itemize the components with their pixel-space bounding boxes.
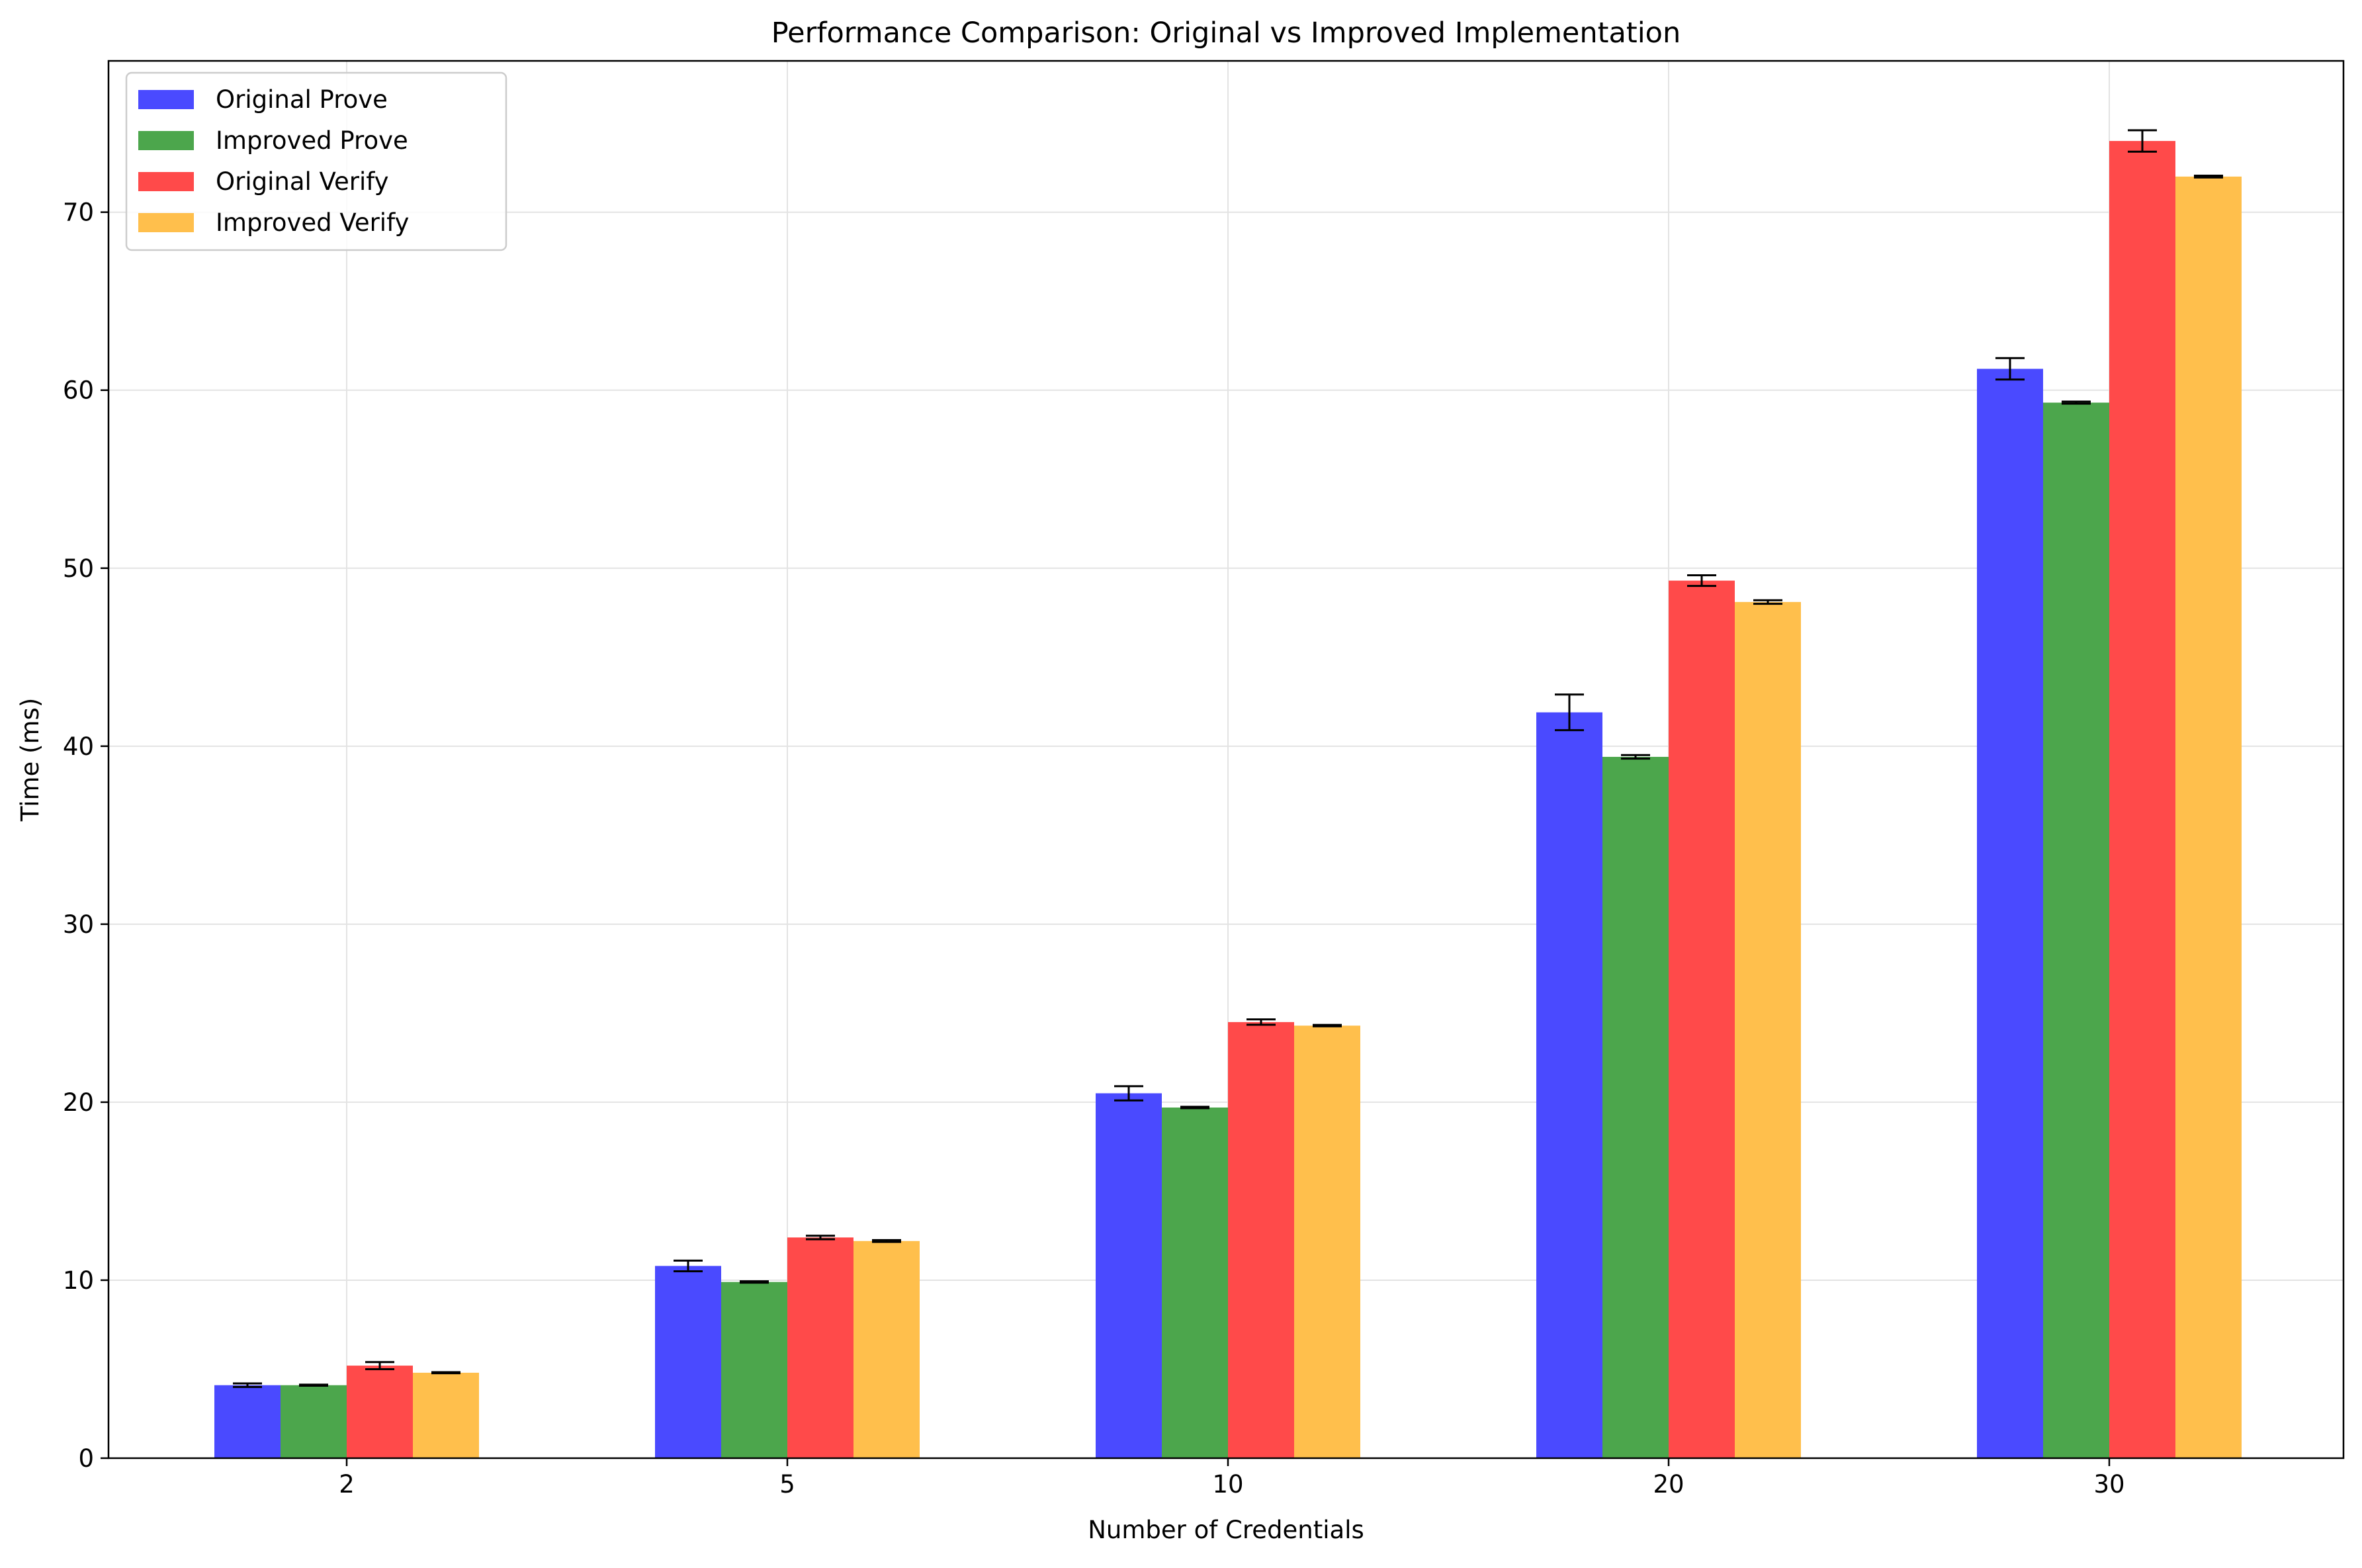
error-bar bbox=[365, 1361, 394, 1370]
error-bar bbox=[1555, 693, 1584, 732]
y-tick-label: 70 bbox=[63, 198, 94, 227]
bar bbox=[1096, 1093, 1162, 1458]
bar bbox=[1669, 580, 1735, 1459]
legend-box bbox=[125, 71, 507, 251]
y-tick-label: 60 bbox=[63, 376, 94, 405]
y-axis-ticks: 0 10 20 30 40 50 60 70 bbox=[63, 198, 109, 1473]
error-bar bbox=[2128, 129, 2157, 153]
bar bbox=[1536, 712, 1602, 1458]
x-axis-ticks: 2 5 10 20 30 bbox=[339, 1458, 2125, 1499]
x-tick-label: 2 bbox=[339, 1470, 355, 1499]
error-bar bbox=[299, 1383, 328, 1387]
legend: Original Prove Improved Prove Original Ver… bbox=[125, 71, 507, 251]
legend-swatch bbox=[138, 90, 194, 109]
y-tick-label: 20 bbox=[63, 1088, 94, 1117]
y-tick-label: 30 bbox=[63, 910, 94, 939]
legend-swatch bbox=[138, 213, 194, 232]
bar bbox=[1735, 601, 1801, 1459]
legend-swatch bbox=[138, 172, 194, 191]
error-bar bbox=[1995, 357, 2025, 381]
legend-label: Improved Prove bbox=[216, 126, 408, 155]
error-bar bbox=[233, 1382, 262, 1388]
y-axis-label: Time (ms) bbox=[16, 698, 44, 822]
bar bbox=[1228, 1022, 1294, 1458]
error-bar bbox=[806, 1235, 835, 1241]
x-tick-label: 30 bbox=[2093, 1470, 2124, 1499]
legend-item: Improved Prove bbox=[138, 126, 408, 155]
error-bar bbox=[1621, 754, 1650, 760]
error-bar bbox=[431, 1371, 460, 1375]
y-tick-label: 50 bbox=[63, 554, 94, 583]
x-tick-label: 20 bbox=[1653, 1470, 1684, 1499]
bar bbox=[1294, 1025, 1360, 1458]
legend-swatch bbox=[138, 131, 194, 150]
legend-label: Improved Verify bbox=[216, 208, 409, 237]
legend-label: Original Prove bbox=[216, 85, 388, 114]
error-bar bbox=[674, 1259, 703, 1273]
bar bbox=[2175, 176, 2242, 1459]
error-bar bbox=[1313, 1024, 1342, 1027]
error-bars bbox=[233, 129, 2223, 1388]
error-bar bbox=[1753, 599, 1782, 605]
legend-item: Original Prove bbox=[138, 85, 388, 114]
error-bar bbox=[1180, 1106, 1209, 1110]
bar bbox=[281, 1385, 347, 1458]
x-tick-label: 10 bbox=[1212, 1470, 1243, 1499]
error-bar bbox=[2194, 175, 2223, 179]
x-axis-label: Number of Credentials bbox=[1088, 1516, 1364, 1544]
chart-title: Performance Comparison: Original vs Impr… bbox=[771, 17, 1681, 50]
error-bar bbox=[1114, 1085, 1143, 1102]
bar bbox=[1602, 756, 1669, 1458]
error-bar bbox=[2062, 400, 2091, 405]
bar bbox=[214, 1385, 281, 1458]
bar bbox=[347, 1366, 413, 1458]
error-bar bbox=[872, 1239, 901, 1243]
y-tick-label: 10 bbox=[63, 1266, 94, 1295]
bar bbox=[413, 1372, 479, 1458]
bar bbox=[721, 1282, 787, 1458]
bar bbox=[1977, 369, 2043, 1458]
bar bbox=[1162, 1107, 1228, 1458]
bars bbox=[214, 141, 2242, 1459]
legend-label: Original Verify bbox=[216, 167, 389, 196]
error-bar bbox=[1247, 1018, 1276, 1026]
legend-item: Improved Verify bbox=[138, 208, 409, 237]
bar bbox=[655, 1266, 721, 1458]
y-tick-label: 0 bbox=[78, 1444, 94, 1473]
bar bbox=[2109, 141, 2175, 1458]
legend-item: Original Verify bbox=[138, 167, 389, 196]
bar bbox=[2043, 402, 2109, 1458]
error-bar bbox=[740, 1280, 769, 1284]
bar bbox=[853, 1241, 920, 1458]
error-bar bbox=[1687, 574, 1716, 588]
x-tick-label: 5 bbox=[779, 1470, 795, 1499]
plot-frame bbox=[107, 60, 2345, 1459]
y-tick-label: 40 bbox=[63, 732, 94, 761]
bar bbox=[787, 1237, 853, 1458]
